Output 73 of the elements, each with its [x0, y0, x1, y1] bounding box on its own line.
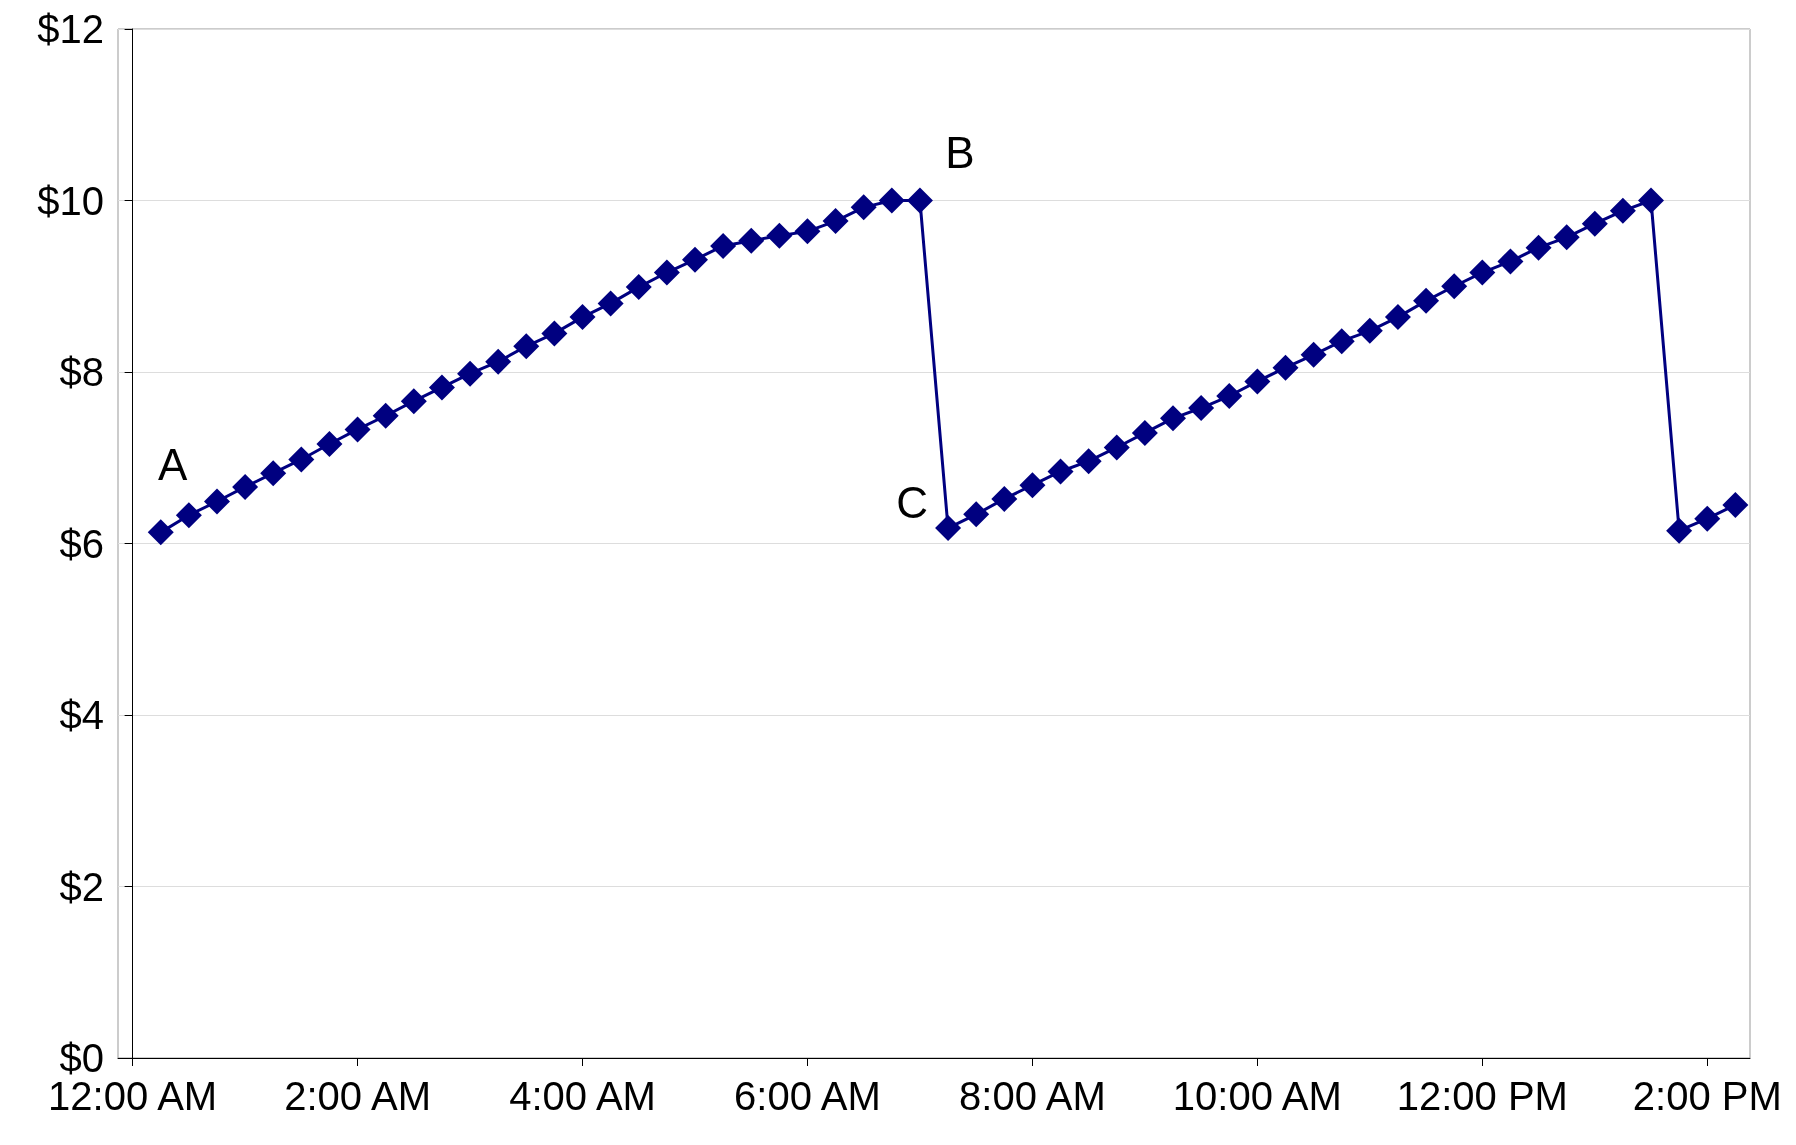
point [147, 519, 174, 546]
point [991, 485, 1018, 512]
point [513, 333, 540, 360]
x-tick-label: 4:00 AM [509, 1074, 656, 1118]
point [1553, 224, 1580, 251]
annotation: A [158, 439, 189, 489]
y-tick-label: $8 [59, 350, 104, 394]
point [1722, 491, 1749, 518]
point [1019, 472, 1046, 499]
point [485, 348, 512, 375]
point [1609, 197, 1636, 224]
point [597, 290, 624, 317]
y-tick-label: $10 [37, 178, 104, 223]
y-tick-label: $2 [59, 864, 104, 909]
point [681, 246, 708, 273]
point [935, 515, 962, 542]
point [1384, 304, 1411, 331]
point [1328, 328, 1355, 355]
point [1272, 354, 1299, 381]
point [766, 222, 793, 249]
x-tick-label: 8:00 AM [959, 1074, 1106, 1118]
point [428, 374, 455, 401]
point [1300, 341, 1327, 368]
point [710, 232, 737, 259]
x-tick-label: 10:00 AM [1172, 1074, 1342, 1118]
point [344, 416, 371, 443]
point [1131, 419, 1158, 446]
point [653, 259, 680, 286]
y-tick-label: $12 [37, 7, 104, 51]
point [822, 208, 849, 235]
y-tick-label: $4 [59, 693, 104, 737]
point [541, 320, 568, 347]
point [372, 402, 399, 429]
point [1497, 248, 1524, 275]
point [260, 460, 287, 487]
point [1188, 395, 1215, 422]
point [1356, 317, 1383, 344]
point [1638, 187, 1665, 214]
x-tick-label: 2:00 PM [1632, 1074, 1782, 1118]
point [175, 502, 202, 529]
y-tick-label: $6 [59, 521, 104, 566]
x-tick-label: 6:00 AM [734, 1074, 881, 1118]
point [203, 488, 230, 515]
point [232, 473, 259, 500]
annotation: B [945, 128, 975, 177]
point [288, 446, 315, 473]
point [1160, 405, 1187, 432]
point [1441, 273, 1468, 300]
x-tick-label: 2:00 AM [284, 1074, 431, 1118]
point [316, 431, 343, 458]
point [1244, 368, 1271, 395]
point [1216, 383, 1243, 410]
point [1413, 287, 1440, 314]
annotation: C [896, 477, 928, 527]
point [1469, 259, 1496, 286]
point [963, 501, 990, 528]
point [1694, 505, 1721, 532]
point [400, 388, 427, 415]
x-tick-label: 12:00 PM [1396, 1074, 1568, 1118]
point [457, 360, 484, 387]
point [1047, 458, 1074, 485]
point [850, 194, 877, 221]
point [1525, 234, 1552, 261]
point [1103, 434, 1130, 461]
point [878, 187, 905, 214]
point [1075, 448, 1102, 475]
point [625, 274, 652, 301]
point [1581, 210, 1608, 237]
point [1666, 517, 1693, 544]
point [794, 218, 821, 245]
point [738, 227, 765, 254]
point [569, 304, 596, 331]
point [906, 187, 933, 214]
